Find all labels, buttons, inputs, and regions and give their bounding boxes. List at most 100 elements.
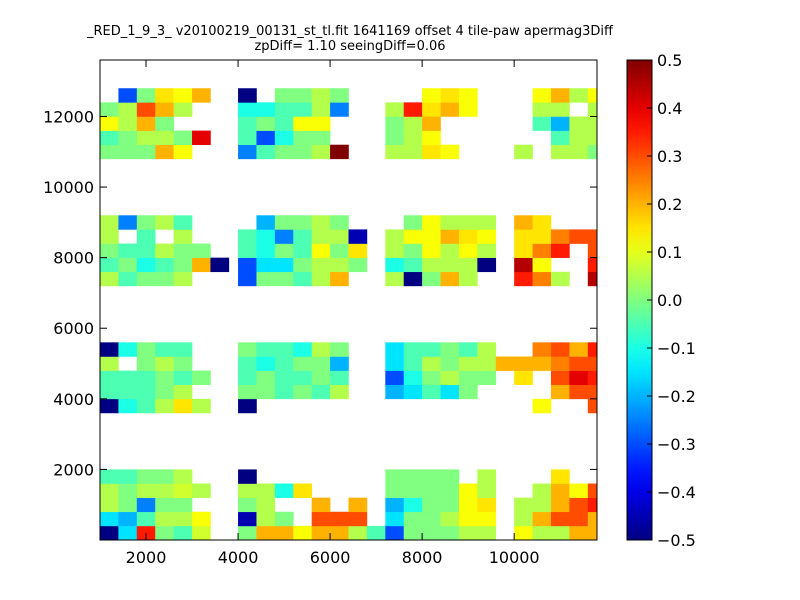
heatmap-cell bbox=[136, 469, 156, 484]
heatmap-cell bbox=[173, 257, 193, 273]
heatmap-cell bbox=[274, 511, 294, 527]
heatmap-cell bbox=[173, 525, 193, 541]
heatmap-cell bbox=[192, 257, 211, 273]
heatmap-cell bbox=[458, 271, 478, 287]
heatmap-cell bbox=[330, 384, 349, 400]
heatmap-cell bbox=[256, 483, 276, 498]
heatmap-cell bbox=[385, 469, 405, 484]
heatmap-cell bbox=[403, 525, 423, 541]
heatmap-cell bbox=[495, 356, 515, 371]
heatmap-cell bbox=[256, 144, 276, 160]
heatmap-cell bbox=[100, 229, 119, 244]
heatmap-cell bbox=[403, 356, 423, 371]
heatmap-cell bbox=[155, 215, 174, 230]
heatmap-cell bbox=[532, 102, 552, 117]
heatmap-cell bbox=[550, 525, 570, 541]
y-tick-label: 12000 bbox=[43, 107, 94, 126]
heatmap-cell bbox=[587, 229, 598, 244]
heatmap-cell bbox=[238, 144, 257, 160]
heatmap-cell bbox=[550, 243, 570, 258]
heatmap-cell bbox=[100, 511, 119, 527]
heatmap-cell bbox=[477, 229, 497, 244]
heatmap-cell bbox=[100, 384, 119, 400]
heatmap-cell bbox=[587, 144, 598, 160]
y-tick-label: 4000 bbox=[53, 390, 94, 409]
heatmap-cell bbox=[311, 116, 331, 131]
heatmap-cell bbox=[274, 525, 294, 541]
heatmap-cell bbox=[330, 144, 349, 160]
heatmap-cell bbox=[477, 469, 497, 484]
heatmap-cell bbox=[173, 497, 193, 513]
heatmap-cell bbox=[136, 144, 156, 160]
heatmap-cell bbox=[274, 243, 294, 258]
y-tick-label: 6000 bbox=[53, 319, 94, 338]
heatmap-cell bbox=[422, 342, 441, 357]
heatmap-cell bbox=[136, 102, 156, 117]
heatmap-cell bbox=[550, 130, 570, 146]
heatmap-cell bbox=[550, 102, 570, 117]
heatmap-cell bbox=[100, 497, 119, 513]
heatmap-cell bbox=[136, 116, 156, 131]
heatmap-cell bbox=[136, 130, 156, 146]
heatmap-cell bbox=[293, 88, 312, 103]
heatmap-cell bbox=[550, 356, 570, 371]
chart-subtitle: zpDiff= 1.10 seeingDiff=0.06 bbox=[254, 39, 446, 54]
x-tick-label: 8000 bbox=[402, 548, 443, 567]
heatmap-cell bbox=[385, 497, 405, 513]
heatmap-cell bbox=[550, 116, 570, 131]
heatmap-cell bbox=[293, 483, 312, 498]
heatmap-cell bbox=[330, 243, 349, 258]
heatmap-cell bbox=[256, 215, 276, 230]
heatmap-cell bbox=[422, 144, 441, 160]
heatmap-cell bbox=[173, 88, 193, 103]
heatmap-cell bbox=[569, 525, 589, 541]
y-tick-label: 2000 bbox=[53, 460, 94, 479]
heatmap-cell bbox=[293, 342, 312, 357]
heatmap-cell bbox=[587, 116, 598, 131]
heatmap-cell bbox=[458, 497, 478, 513]
heatmap-cell bbox=[256, 511, 276, 527]
heatmap-cell bbox=[256, 102, 276, 117]
heatmap-cell bbox=[458, 88, 478, 103]
heatmap-cell bbox=[118, 215, 138, 230]
heatmap-cell bbox=[256, 384, 276, 400]
heatmap-cell bbox=[532, 342, 552, 357]
heatmap-cell bbox=[118, 384, 138, 400]
heatmap-cell bbox=[100, 257, 119, 273]
heatmap-cell bbox=[136, 384, 156, 400]
heatmap-cell bbox=[477, 525, 497, 541]
heatmap-cell bbox=[385, 257, 405, 273]
heatmap-cell bbox=[155, 271, 174, 287]
heatmap-cell bbox=[514, 215, 533, 230]
heatmap-cell bbox=[550, 384, 570, 400]
heatmap-cell bbox=[330, 215, 349, 230]
heatmap-cell bbox=[477, 483, 497, 498]
heatmap-cell bbox=[330, 257, 349, 273]
heatmap-cell bbox=[238, 229, 257, 244]
heatmap-cell bbox=[550, 497, 570, 513]
heatmap-cell bbox=[569, 130, 589, 146]
heatmap-cell bbox=[458, 342, 478, 357]
heatmap-cell bbox=[118, 469, 138, 484]
heatmap-cell bbox=[330, 102, 349, 117]
heatmap-cell bbox=[514, 511, 533, 527]
heatmap-cell bbox=[440, 243, 460, 258]
heatmap-cell bbox=[155, 102, 174, 117]
heatmap-cell bbox=[587, 257, 598, 273]
heatmap-cell bbox=[173, 483, 193, 498]
heatmap-cell bbox=[311, 525, 331, 541]
heatmap-cell bbox=[155, 511, 174, 527]
heatmap-cell bbox=[550, 88, 570, 103]
heatmap-cell bbox=[238, 511, 257, 527]
heatmap-cell bbox=[293, 116, 312, 131]
heatmap-cell bbox=[311, 384, 331, 400]
heatmap-cell bbox=[118, 257, 138, 273]
heatmap-cell bbox=[155, 257, 174, 273]
heatmap-cell bbox=[155, 483, 174, 498]
heatmap-cell bbox=[173, 243, 193, 258]
heatmap-cell bbox=[550, 229, 570, 244]
heatmap-cell bbox=[458, 525, 478, 541]
heatmap-cell bbox=[440, 356, 460, 371]
heatmap-cell bbox=[155, 243, 174, 258]
